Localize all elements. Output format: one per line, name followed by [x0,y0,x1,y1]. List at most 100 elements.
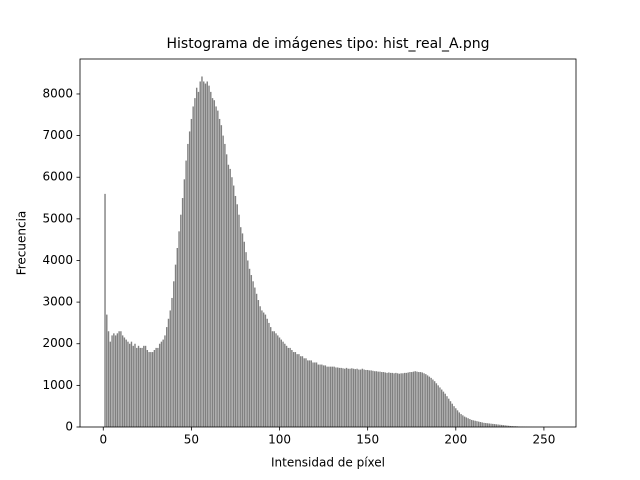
bar [396,373,399,427]
bar [129,343,131,427]
bar [270,327,272,427]
bar [113,333,115,427]
bar [116,333,119,427]
bar [240,227,242,427]
bar [310,360,312,427]
bar [247,260,249,427]
x-axis-label: Intensidad de píxel [271,456,385,470]
bar [194,98,196,427]
x-tick-label: 100 [268,433,291,447]
bar [351,368,353,427]
bar [241,233,244,427]
bar [225,154,228,427]
bar [511,426,513,427]
bar [358,369,360,427]
bar [391,372,394,427]
bar [217,110,219,428]
bar [324,365,327,427]
bar [374,371,376,427]
bar [289,347,291,427]
y-tick-label: 8000 [42,86,73,100]
bar [250,275,253,427]
bar [262,312,265,427]
bar [428,376,431,427]
chart-title: Histograma de imágenes tipo: hist_real_A… [167,36,490,52]
bar [227,164,230,428]
bar [150,352,152,427]
bar [148,352,150,427]
bar [326,366,328,427]
bar [451,403,453,427]
bar [109,341,112,427]
bar [488,423,490,427]
bar [278,337,281,427]
bar [426,375,429,427]
bar [352,368,355,427]
bar [254,287,256,427]
bar [164,335,166,427]
bar [405,372,408,427]
bar [433,381,436,427]
bar [477,421,480,427]
bar [199,81,201,427]
bar [307,360,309,427]
bar [490,423,492,427]
bar [386,372,388,427]
bar [440,389,443,427]
bar [485,423,487,427]
bar [481,422,483,427]
y-axis-label: Frecuencia [15,211,29,276]
bar [395,372,397,427]
bar [187,143,189,427]
bar [197,91,200,428]
bar [382,372,385,427]
bar [474,420,476,427]
bar [384,372,386,427]
bar [211,98,214,427]
bar [363,369,365,427]
bar [340,367,342,427]
bar [319,364,321,427]
bar [257,300,260,427]
bar [201,76,203,427]
bar [407,372,409,427]
bar [500,424,503,427]
bar [292,352,295,427]
x-tick-label: 50 [184,433,199,447]
bar [271,331,274,427]
bar [321,364,323,427]
bar [245,252,247,427]
bar [342,368,344,427]
bar [372,370,374,427]
bar [463,416,466,427]
bar [497,424,499,427]
bar [455,408,457,427]
bar [275,333,277,427]
bar [472,420,475,427]
bar [333,366,335,427]
bar [462,415,464,427]
bar [206,81,208,427]
bar [338,367,341,427]
bar [398,373,401,427]
bar [261,310,263,427]
bar [162,339,164,427]
bar [495,424,498,427]
bar [243,241,245,427]
bar [312,362,314,427]
bar [366,369,369,427]
bar [499,424,501,427]
bar [349,368,351,427]
bar [456,410,459,427]
bar [504,425,506,427]
bar [421,372,424,427]
bar [299,356,302,427]
bar [215,106,217,427]
bar [136,347,138,427]
bar [229,168,231,427]
bar [127,341,129,427]
bar [231,177,233,427]
bar [347,368,349,427]
bar [106,314,108,427]
